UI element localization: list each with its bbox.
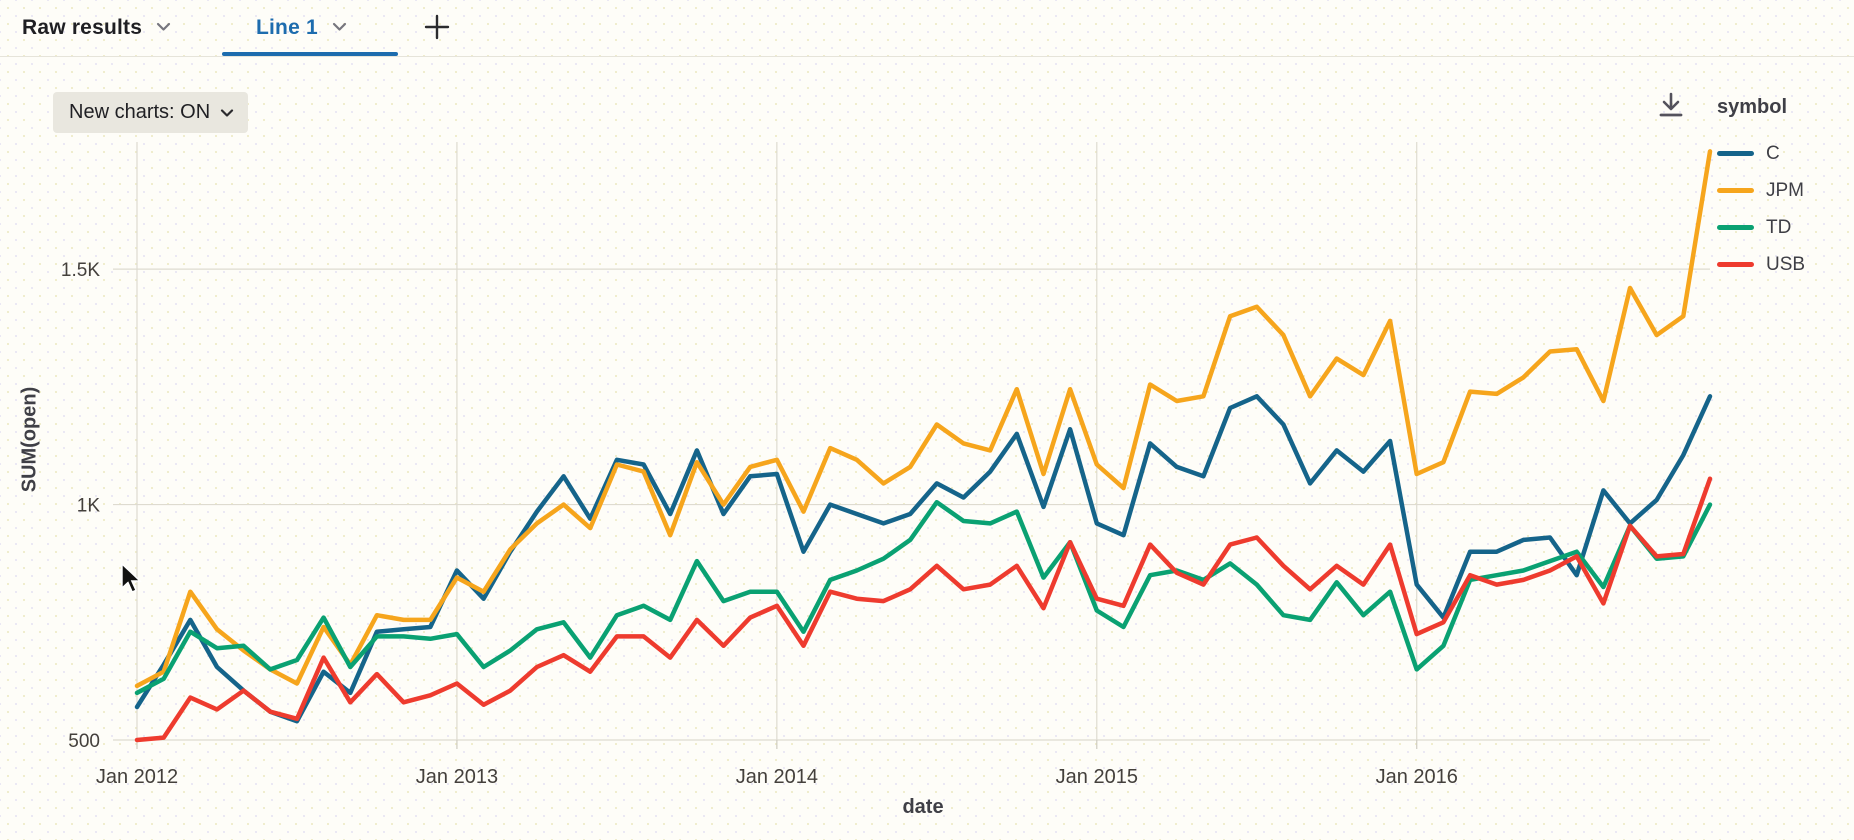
add-chart-tab-button[interactable] (420, 12, 454, 46)
download-chart-button[interactable] (1652, 88, 1690, 128)
tab-bar: Raw results Line 1 (0, 0, 1854, 57)
series-line-TD[interactable] (134, 499, 1713, 696)
new-charts-toggle[interactable]: New charts: ON (53, 92, 249, 133)
tab-raw-results-label: Raw results (22, 16, 143, 39)
x-tick-label: Jan 2012 (96, 766, 178, 788)
legend-swatch-jpm (1717, 188, 1754, 193)
tab-line-1-label: Line 1 (256, 16, 318, 39)
plus-icon (424, 14, 450, 45)
legend-swatch-c (1717, 151, 1754, 156)
series-line-JPM[interactable] (134, 149, 1713, 689)
legend-label: TD (1766, 216, 1792, 238)
legend-title: symbol (1717, 96, 1788, 118)
x-tick-label: Jan 2014 (736, 766, 818, 788)
legend-swatch-td (1717, 225, 1754, 230)
y-tick-label: 500 (68, 731, 100, 752)
legend-label: C (1766, 142, 1780, 164)
chevron-down-icon[interactable] (332, 19, 347, 37)
tab-line-1[interactable]: Line 1 (256, 0, 347, 56)
y-tick-label: 1.5K (61, 260, 100, 281)
x-axis-title: date (902, 796, 944, 818)
tab-raw-results[interactable]: Raw results (22, 0, 171, 56)
chart-legend: symbol C JPM TD USB (1717, 96, 1847, 283)
legend-item: TD (1717, 209, 1847, 246)
chevron-down-icon[interactable] (156, 19, 171, 37)
y-tick-label: 1K (77, 496, 101, 517)
series-line-C[interactable] (134, 394, 1713, 724)
x-tick-label: Jan 2013 (416, 766, 498, 788)
series-line-USB[interactable] (134, 476, 1713, 743)
x-tick-label: Jan 2016 (1376, 766, 1458, 788)
mouse-cursor (120, 562, 144, 600)
legend-swatch-usb (1717, 262, 1754, 267)
legend-item: JPM (1717, 172, 1847, 209)
download-icon (1657, 91, 1685, 126)
legend-label: JPM (1766, 179, 1804, 201)
active-tab-indicator (222, 52, 398, 56)
new-charts-toggle-label: New charts: ON (69, 101, 211, 123)
legend-label: USB (1766, 253, 1806, 275)
legend-item: C (1717, 135, 1847, 172)
y-axis-title: SUM(open) (18, 386, 41, 493)
x-tick-label: Jan 2015 (1056, 766, 1138, 788)
legend-item: USB (1717, 246, 1847, 283)
chevron-down-icon (220, 101, 234, 124)
